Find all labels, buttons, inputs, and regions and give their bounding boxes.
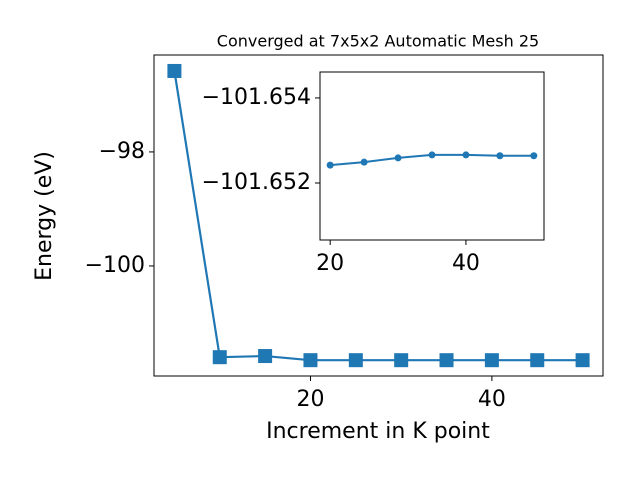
marker <box>439 353 454 368</box>
marker <box>530 152 538 160</box>
y-tick-label: −98 <box>99 139 145 164</box>
x-tick-label: 40 <box>478 387 506 412</box>
marker <box>462 151 470 159</box>
series-line <box>173 70 583 362</box>
y-tick-label: −100 <box>85 253 145 278</box>
marker <box>167 63 182 78</box>
marker <box>575 353 590 368</box>
chart-title: Converged at 7x5x2 Automatic Mesh 25 <box>217 32 539 51</box>
marker <box>394 353 409 368</box>
y-axis-label: Energy (eV) <box>32 151 57 281</box>
x-tick-label: 40 <box>452 251 480 276</box>
x-tick-label: 20 <box>296 387 324 412</box>
x-axis-label: Increment in K point <box>266 419 490 444</box>
y-tick-label: −101.652 <box>202 170 311 195</box>
marker <box>530 353 545 368</box>
marker <box>212 350 227 365</box>
marker <box>394 154 402 162</box>
y-tick-label: −101.654 <box>202 85 311 110</box>
marker <box>360 158 368 166</box>
marker <box>484 353 499 368</box>
marker <box>303 353 318 368</box>
x-tick-label: 20 <box>316 251 344 276</box>
marker <box>428 151 436 159</box>
marker <box>496 152 504 160</box>
marker <box>348 353 363 368</box>
marker <box>326 161 334 169</box>
marker <box>258 349 273 364</box>
